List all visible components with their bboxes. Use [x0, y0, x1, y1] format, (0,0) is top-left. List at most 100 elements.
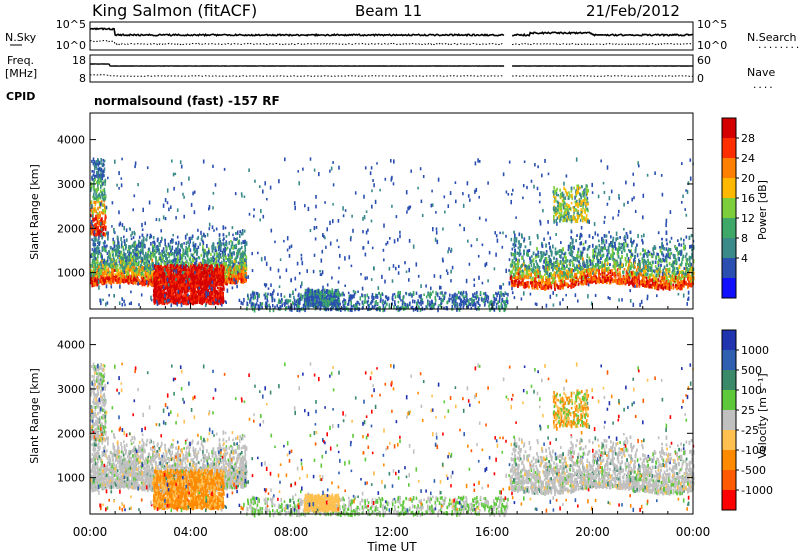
- power-cell: [96, 250, 98, 253]
- power-cell: [114, 245, 116, 249]
- power-cell: [182, 279, 184, 282]
- power-cell: [496, 298, 498, 301]
- power-cell: [180, 278, 182, 282]
- power-cell: [94, 160, 96, 163]
- power-cell: [174, 301, 176, 304]
- power-cell: [203, 287, 205, 290]
- power-cell: [120, 261, 122, 265]
- power-cell: [97, 184, 99, 187]
- power-cell: [93, 255, 95, 259]
- power-cell: [414, 300, 416, 304]
- power-cell: [214, 294, 216, 297]
- power-cell: [171, 269, 173, 272]
- power-cell: [93, 187, 95, 190]
- power-cell: [218, 287, 220, 291]
- power-heatmap: [90, 157, 695, 312]
- power-cell: [192, 259, 194, 263]
- power-cell: [348, 308, 350, 312]
- power-cell: [93, 218, 95, 221]
- power-cell: [106, 281, 108, 284]
- power-cell: [96, 171, 98, 174]
- power-cell: [239, 230, 241, 233]
- power-cell: [93, 273, 95, 277]
- power-cell: [507, 293, 509, 297]
- power-cell: [102, 272, 104, 276]
- date-title: 21/Feb/2012: [586, 2, 680, 20]
- power-cell: [169, 289, 171, 293]
- freq-frame: [90, 55, 693, 82]
- power-cell: [112, 250, 114, 253]
- power-cell: [182, 248, 184, 251]
- power-cell: [143, 243, 145, 247]
- power-cell: [240, 256, 242, 259]
- power-cell: [172, 246, 174, 250]
- power-cell: [164, 277, 166, 280]
- power-cell: [98, 182, 100, 185]
- power-cell: [430, 307, 432, 311]
- power-cell: [147, 234, 149, 237]
- power-cell: [242, 258, 244, 262]
- power-cell: [222, 296, 224, 300]
- power-cell: [212, 271, 214, 274]
- power-cell: [201, 254, 203, 257]
- power-cell: [202, 299, 204, 302]
- power-cell: [165, 281, 167, 285]
- power-cell: [172, 280, 174, 283]
- power-cell: [97, 215, 99, 219]
- power-cell: [115, 265, 117, 269]
- power-cell: [187, 268, 189, 271]
- power-cell: [177, 277, 179, 281]
- power-cell: [116, 269, 118, 272]
- power-cell: [359, 303, 361, 306]
- power-cell: [205, 279, 207, 283]
- power-cell: [158, 294, 160, 298]
- power-cell: [92, 283, 94, 287]
- power-cell: [239, 275, 241, 277]
- power-cell: [240, 248, 242, 251]
- nsearch-tick-top: 10^5: [697, 18, 727, 31]
- power-cell: [188, 248, 190, 252]
- power-cell: [206, 299, 208, 302]
- power-cell: [281, 301, 283, 304]
- power-cell: [496, 306, 498, 309]
- power-cell: [171, 275, 173, 278]
- power-cell: [214, 281, 216, 284]
- power-cell: [105, 210, 107, 214]
- power-cell: [99, 161, 101, 165]
- power-cell: [120, 256, 122, 259]
- power-cell: [187, 286, 189, 289]
- power-cell: [186, 283, 188, 286]
- nsky-tick-bottom: 10^0: [56, 39, 86, 52]
- power-cell: [154, 242, 156, 245]
- power-cell: [139, 245, 141, 248]
- power-cell: [188, 275, 190, 279]
- power-cell: [128, 276, 130, 280]
- power-cell: [99, 214, 101, 217]
- power-cell: [244, 230, 246, 233]
- power-cell: [232, 246, 234, 250]
- power-cell: [396, 306, 398, 310]
- power-cell: [150, 283, 152, 286]
- power-cell: [95, 217, 97, 221]
- power-cell: [147, 254, 149, 258]
- power-cell: [160, 270, 162, 274]
- power-cell: [215, 272, 217, 275]
- power-cell: [211, 297, 213, 300]
- power-cell: [198, 246, 200, 249]
- power-cell: [145, 252, 147, 255]
- power-cell: [201, 302, 203, 306]
- power-cell: [173, 297, 175, 300]
- power-cell: [120, 251, 122, 253]
- power-cell: [216, 228, 218, 231]
- power-cell: [153, 236, 155, 239]
- power-cell: [158, 299, 160, 303]
- power-cell: [191, 288, 193, 292]
- nave-label: Nave: [747, 66, 775, 79]
- power-cell: [218, 278, 220, 281]
- power-cell: [117, 245, 119, 248]
- power-cell: [156, 265, 158, 268]
- power-cell: [190, 274, 192, 278]
- power-cell: [108, 267, 110, 271]
- power-cell: [157, 237, 159, 241]
